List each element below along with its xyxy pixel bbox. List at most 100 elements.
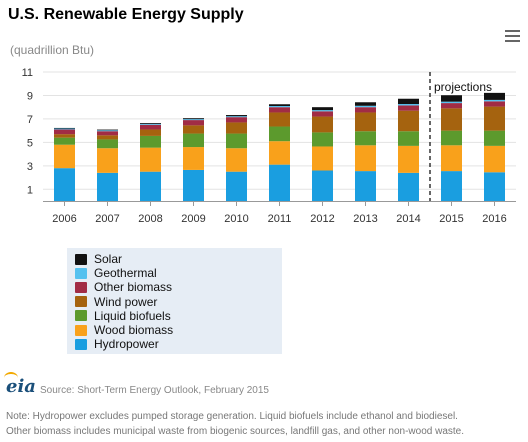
- bar-segment: [484, 101, 505, 107]
- legend-label: Other biomass: [94, 280, 173, 295]
- legend-item: Geothermal: [75, 266, 157, 280]
- bar-segment: [54, 127, 75, 129]
- x-tick-label: 2009: [181, 213, 205, 225]
- x-tick-label: 2007: [95, 213, 119, 225]
- legend-label: Wind power: [94, 294, 158, 309]
- bar-segment: [183, 120, 204, 126]
- legend-label: Wood biomass: [94, 323, 174, 337]
- menu-bar: [505, 35, 520, 37]
- bar-segment: [312, 107, 333, 111]
- note-line-1: Note: Hydropower excludes pumped storage…: [6, 411, 458, 422]
- bar-segment: [97, 172, 118, 201]
- legend-item: Wind power: [75, 295, 157, 309]
- bar-segment: [398, 172, 419, 201]
- bar-segment: [484, 92, 505, 100]
- bar-segment: [183, 133, 204, 148]
- bar-segment: [312, 111, 333, 117]
- bar-segment: [269, 126, 290, 142]
- bar-segment: [183, 118, 204, 120]
- x-tick-label: 2011: [268, 213, 292, 225]
- y-tick-label: 3: [27, 161, 33, 173]
- legend-swatch: [75, 267, 87, 279]
- logo-arc: [4, 372, 18, 384]
- bar-segment: [441, 95, 462, 102]
- bar-segment: [441, 145, 462, 172]
- x-tick-label: 2016: [482, 213, 506, 225]
- bar-segment: [355, 102, 376, 106]
- bar-segment: [140, 123, 161, 125]
- bar-segment: [140, 171, 161, 201]
- bar-segment: [398, 98, 419, 105]
- bar-segment: [355, 171, 376, 201]
- bar-segment: [226, 117, 247, 123]
- bar-segment: [355, 107, 376, 113]
- bar-segment: [140, 147, 161, 172]
- legend-item: Solar: [75, 252, 122, 266]
- bar-segment: [312, 110, 333, 112]
- bar-segment: [398, 105, 419, 111]
- bar-segment: [54, 129, 75, 135]
- bar-segment: [97, 139, 118, 149]
- bar-segment: [269, 164, 290, 201]
- bar-segment: [183, 147, 204, 170]
- bar-segment: [183, 119, 204, 121]
- bar-segment: [484, 99, 505, 102]
- chart-plot: 1 3 5 7 9 11 2006 2007 2008 2009 2010 2011 2012 2013 2…: [22, 67, 516, 225]
- legend-label: Liquid biofuels: [94, 308, 171, 323]
- legend-swatch: [75, 253, 87, 265]
- legend-label: Geothermal: [94, 266, 157, 281]
- note-text: Note: Hydropower excludes pumped storage…: [6, 409, 464, 439]
- legend: Solar Geothermal Other biomass Wind power Li…: [67, 248, 282, 354]
- bar-segment: [226, 115, 247, 117]
- bar-segment: [441, 130, 462, 146]
- bar-segment: [355, 105, 376, 108]
- menu-bar: [505, 30, 520, 32]
- bar-segment: [398, 145, 419, 173]
- bar-segment: [140, 135, 161, 148]
- y-tick-label: 5: [27, 137, 33, 149]
- bar-segment: [226, 148, 247, 172]
- bar-segment: [312, 170, 333, 201]
- bar-segment: [183, 125, 204, 134]
- note-line-2: Other biomass includes municipal waste f…: [6, 426, 465, 437]
- bar-segment: [398, 110, 419, 132]
- bar-segment: [355, 145, 376, 172]
- bar-segment: [398, 131, 419, 146]
- bar-segment: [398, 104, 419, 106]
- menu-icon[interactable]: [505, 30, 520, 43]
- bar-segment: [441, 171, 462, 201]
- x-tick-label: 2008: [138, 213, 162, 225]
- y-tick-label: 11: [22, 67, 33, 79]
- bar-segment: [97, 135, 118, 140]
- bar-segment: [312, 146, 333, 171]
- legend-swatch: [75, 324, 87, 336]
- bar-segment: [226, 116, 247, 118]
- bar-segment: [269, 104, 290, 107]
- bar-segment: [269, 112, 290, 127]
- bar-segment: [54, 144, 75, 169]
- x-tick-label: 2012: [310, 213, 334, 225]
- bar-segment: [226, 122, 247, 134]
- bar-segment: [484, 145, 505, 173]
- legend-label: Solar: [94, 252, 123, 266]
- bar-segment: [54, 128, 75, 130]
- bar-segment: [312, 132, 333, 147]
- chart-title: U.S. Renewable Energy Supply: [8, 6, 244, 23]
- legend-swatch: [75, 310, 87, 322]
- bar-segment: [269, 141, 290, 165]
- bar-segment: [140, 129, 161, 136]
- y-tick-label: 9: [27, 90, 33, 102]
- x-tick-label: 2013: [353, 213, 377, 225]
- legend-swatch: [75, 338, 87, 350]
- bar-segment: [97, 130, 118, 132]
- menu-bar: [505, 40, 520, 42]
- bar-segment: [441, 103, 462, 109]
- y-tick-label: 1: [27, 184, 33, 196]
- bar-segment: [97, 148, 118, 173]
- bar-segment: [355, 112, 376, 132]
- x-tick-label: 2006: [52, 213, 76, 225]
- bar-segment: [97, 129, 118, 131]
- eia-logo: eia: [4, 372, 36, 397]
- bar-segment: [140, 123, 161, 124]
- bar-segment: [97, 131, 118, 136]
